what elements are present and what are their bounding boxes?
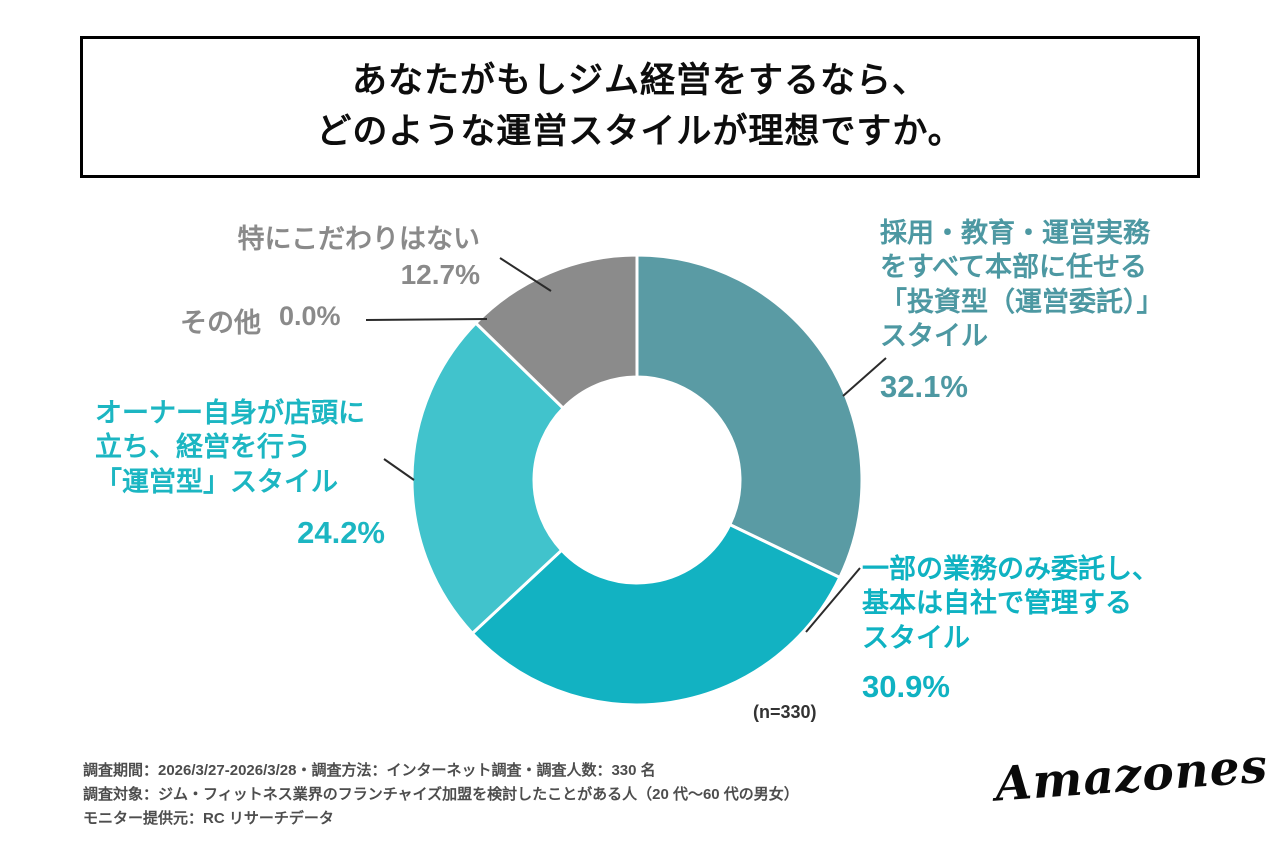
label-owner-operated-style: オーナー自身が店頭に 立ち、経営を行う 「運営型」スタイル 24.2% — [95, 396, 385, 552]
label-line: をすべて本部に任せる — [880, 252, 1148, 283]
label-line: 「投資型（運営委託）」 — [880, 286, 1164, 317]
leader-line-nopref — [499, 257, 552, 292]
label-line: 基本は自社で管理する — [862, 588, 1132, 619]
leader-lines — [365, 257, 887, 633]
survey-question-title: あなたがもしジム経営をするなら、 どのような運営スタイルが理想ですか。 — [80, 36, 1200, 178]
label-line: 「運営型」スタイル — [95, 466, 338, 497]
label-partial-outsource-style: 一部の業務のみ委託し、 基本は自社で管理する スタイル 30.9% — [862, 552, 1159, 706]
label-line: スタイル — [862, 622, 970, 653]
label-line: オーナー自身が店頭に — [95, 398, 365, 428]
label-no-preference: 特にこだわりはない 12.7% — [205, 222, 480, 293]
percent-value: 0.0% — [279, 301, 341, 331]
label-line: 特にこだわりはない — [237, 224, 480, 254]
percent-value: 30.9% — [862, 668, 950, 704]
donut-segments — [410, 253, 864, 707]
survey-methodology-footer: 調査期間：2026/3/27-2026/3/28・調査方法：インターネット調査・… — [83, 759, 799, 831]
pie-segment — [473, 253, 639, 411]
footer-line-3: モニター提供元：RC リサーチデータ — [83, 810, 334, 827]
percent-value: 12.7% — [400, 259, 480, 291]
leader-line-invest — [842, 357, 887, 397]
pie-segment — [635, 253, 864, 580]
percent-value: 24.2% — [297, 514, 385, 550]
title-line-2: どのような運営スタイルが理想ですか。 — [316, 112, 964, 151]
pie-segment — [410, 320, 566, 636]
label-line: 一部の業務のみ委託し、 — [862, 554, 1159, 584]
label-invest-style: 採用・教育・運営実務 をすべて本部に任せる 「投資型（運営委託）」 スタイル 3… — [880, 216, 1164, 406]
footer-line-2: 調査対象：ジム・フィットネス業界のフランチャイズ加盟を検討したことがある人（20… — [83, 786, 799, 803]
label-line: スタイル — [880, 320, 988, 351]
leader-line-partial — [805, 567, 861, 633]
pie-segment — [470, 522, 842, 707]
title-line-1: あなたがもしジム経営をするなら、 — [351, 61, 928, 101]
label-line: その他 — [180, 308, 261, 338]
sample-size-label: (n=330) — [753, 702, 817, 722]
label-line: 採用・教育・運営実務 — [880, 218, 1150, 248]
leader-line-owner — [383, 458, 415, 481]
leader-line-other — [365, 318, 488, 321]
footer-line-1: 調査期間：2026/3/27-2026/3/28・調査方法：インターネット調査・… — [83, 762, 656, 779]
percent-value: 32.1% — [880, 369, 968, 405]
label-line: 立ち、経営を行う — [95, 432, 311, 463]
label-other: その他 0.0% — [180, 301, 341, 340]
